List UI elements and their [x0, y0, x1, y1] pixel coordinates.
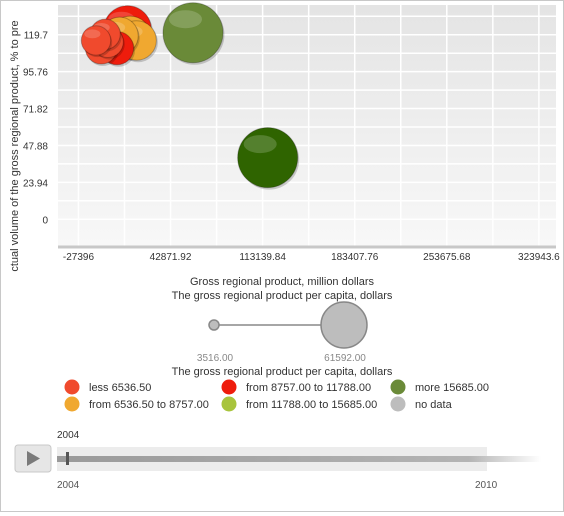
- bubble-highlight: [168, 10, 202, 29]
- y-tick-labels: 0 23.94 47.88 71.82 95.76 119.7: [23, 31, 48, 227]
- legend-item[interactable]: more 15685.00: [390, 379, 490, 395]
- legend-item[interactable]: from 6536.50 to 8757.00: [64, 396, 209, 412]
- y-tick-label: 23.94: [23, 178, 48, 189]
- y-tick-label: 95.76: [23, 68, 48, 79]
- legend-swatch: [221, 379, 237, 395]
- bubble[interactable]: [237, 127, 300, 190]
- legend-label: no data: [415, 399, 453, 411]
- y-tick-label: 119.7: [24, 31, 49, 42]
- bubble[interactable]: [162, 2, 225, 65]
- bubble-circle: [237, 127, 299, 189]
- x-axis-title: Gross regional product, million dollars: [190, 276, 375, 288]
- bubble-circle: [162, 2, 224, 64]
- size-legend-max-label: 61592.00: [324, 353, 366, 364]
- timeline-current-label: 2004: [57, 430, 80, 441]
- legend-label: less 6536.50: [89, 382, 151, 394]
- timeline-end-label: 2010: [475, 480, 498, 491]
- legend-label: from 11788.00 to 15685.00: [246, 399, 377, 411]
- play-button[interactable]: [14, 444, 52, 473]
- legend-swatch: [64, 379, 80, 395]
- legend-item[interactable]: from 11788.00 to 15685.00: [221, 396, 378, 412]
- timeline-handle[interactable]: [66, 452, 69, 465]
- legend-swatch: [390, 379, 406, 395]
- size-legend-min-label: 3516.00: [197, 353, 234, 364]
- legend-swatch: [390, 396, 406, 412]
- legend-label: from 8757.00 to 11788.00: [246, 382, 371, 394]
- legend-item[interactable]: no data: [390, 396, 453, 412]
- size-legend-max-bubble: [320, 301, 368, 349]
- y-axis-title: ctual volume of the gross regional produ…: [9, 20, 21, 271]
- color-legend-title: The gross regional product per capita, d…: [172, 366, 393, 378]
- x-tick-label: -27396: [63, 252, 95, 263]
- bubble-highlight: [84, 29, 101, 39]
- legend-label: more 15685.00: [415, 382, 489, 394]
- legend-label: from 6536.50 to 8757.00: [89, 399, 209, 411]
- play-icon: [27, 451, 40, 466]
- bubble[interactable]: [80, 25, 113, 58]
- legend-item[interactable]: less 6536.50: [64, 379, 152, 395]
- y-tick-label: 71.82: [23, 105, 48, 116]
- timeline-start-label: 2004: [57, 480, 80, 491]
- x-tick-label: 323943.6: [518, 252, 560, 263]
- size-legend-min-bubble: [208, 319, 220, 331]
- y-tick-label: 0: [42, 215, 48, 226]
- bubbles: [80, 2, 300, 190]
- size-legend-title: The gross regional product per capita, d…: [172, 290, 393, 302]
- legend-swatch: [64, 396, 80, 412]
- x-tick-labels: -27396 42871.92 113139.84 183407.76 253675.6…: [63, 252, 560, 263]
- timeline-track[interactable]: [57, 456, 541, 462]
- x-tick-label: 183407.76: [331, 252, 379, 263]
- x-tick-label: 113139.84: [239, 252, 286, 263]
- legend-item[interactable]: from 8757.00 to 11788.00: [221, 379, 372, 395]
- x-tick-label: 42871.92: [150, 252, 192, 263]
- legend-swatch: [221, 396, 237, 412]
- bubble-circle: [80, 25, 112, 56]
- y-tick-label: 47.88: [23, 141, 48, 152]
- bubble-highlight: [243, 135, 277, 154]
- x-tick-label: 253675.68: [423, 252, 471, 263]
- color-legend: less 6536.50 from 6536.50 to 8757.00 from …: [64, 379, 490, 412]
